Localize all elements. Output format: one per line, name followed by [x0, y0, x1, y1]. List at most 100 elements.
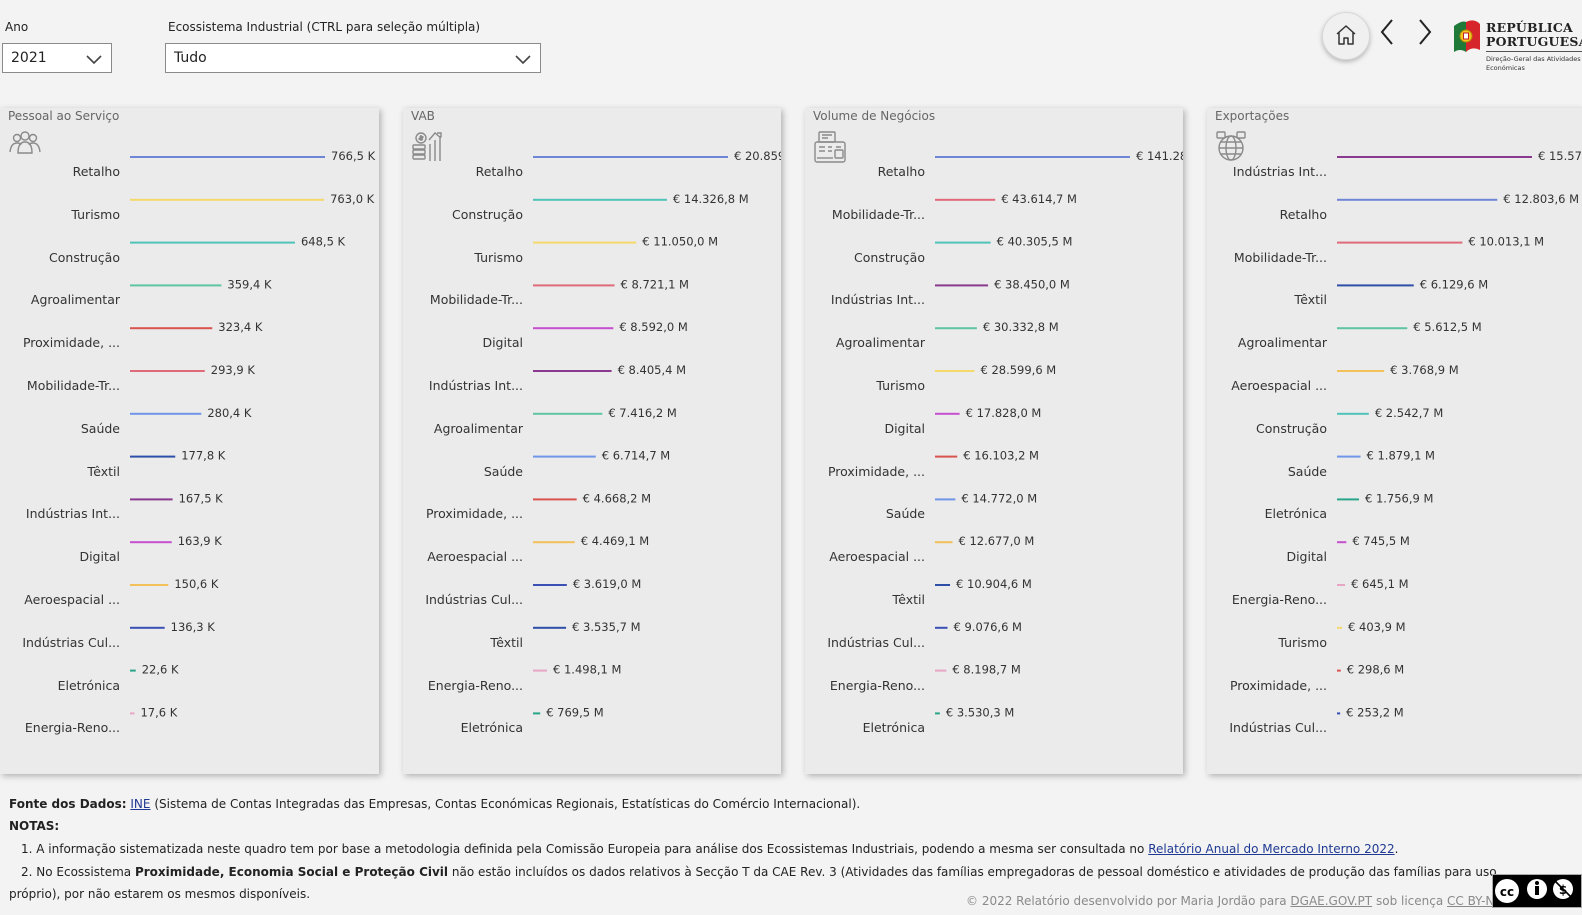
bar[interactable] — [130, 370, 205, 372]
dgae-link[interactable]: DGAE.GOV.PT — [1290, 894, 1373, 908]
bar[interactable] — [935, 241, 991, 244]
bar[interactable] — [1337, 241, 1463, 244]
bar[interactable] — [935, 498, 956, 501]
relatorio-link[interactable]: Relatório Anual do Mercado Interno 2022 — [1148, 842, 1395, 856]
bar[interactable] — [1337, 669, 1341, 672]
bar[interactable] — [130, 156, 325, 158]
ecosystem-select[interactable]: Tudo — [165, 43, 541, 73]
row-label: Indústrias Int... — [830, 292, 925, 308]
data-label: 323,4 K — [218, 320, 263, 334]
bar[interactable] — [935, 669, 947, 672]
panel-title: Exportações — [1215, 109, 1290, 123]
row-label: Aeroespacial ... — [1231, 378, 1327, 393]
bar[interactable] — [1337, 327, 1408, 330]
data-label: € 8.721,1 M — [621, 277, 689, 291]
bar[interactable] — [1337, 412, 1369, 415]
bar[interactable] — [935, 541, 953, 544]
panel-exportacoes: Exportações Indústrias Int... Retalho Mobi… — [1207, 108, 1582, 774]
row-label: Eletrónica — [57, 677, 120, 693]
panel-volume-de-negocios: Volume de Negócios Retalho Mobilidade-Tr.… — [805, 108, 1183, 774]
bar[interactable] — [130, 541, 172, 544]
bar[interactable] — [130, 284, 222, 287]
bar[interactable] — [533, 370, 612, 372]
bar[interactable] — [935, 370, 975, 372]
bar[interactable] — [935, 584, 951, 586]
bar[interactable] — [935, 626, 948, 629]
bar[interactable] — [533, 498, 577, 501]
row-label: Proximidade, ... — [22, 335, 120, 351]
data-label: € 16.103,2 M — [963, 449, 1039, 463]
bar[interactable] — [935, 455, 958, 458]
bar[interactable] — [1337, 198, 1498, 201]
bar[interactable] — [935, 156, 1130, 158]
row-label: Eletrónica — [1264, 506, 1327, 522]
data-label: € 40.305,5 M — [997, 235, 1073, 249]
forward-button[interactable] — [1416, 18, 1434, 46]
bar[interactable] — [935, 712, 940, 715]
bar[interactable] — [130, 198, 325, 201]
bar[interactable] — [130, 712, 135, 715]
year-select-value: 2021 — [11, 50, 47, 66]
bar[interactable] — [1337, 584, 1346, 586]
data-label: € 8.405,4 M — [618, 363, 686, 377]
row-label: Têxtil — [490, 634, 523, 650]
data-label: 280,4 K — [207, 406, 252, 420]
ine-link[interactable]: INE — [130, 797, 151, 811]
bar[interactable] — [1337, 498, 1359, 501]
bar[interactable] — [935, 198, 996, 201]
bar[interactable] — [130, 498, 173, 501]
bar[interactable] — [1337, 626, 1343, 629]
bar[interactable] — [935, 327, 977, 330]
bar[interactable] — [533, 669, 548, 672]
bar[interactable] — [533, 541, 575, 544]
row-label: Proximidade, ... — [1229, 677, 1327, 693]
bar[interactable] — [1337, 712, 1341, 715]
bar[interactable] — [1337, 284, 1414, 287]
row-label: Energia-Reno... — [829, 677, 925, 693]
data-label: 648,5 K — [301, 235, 346, 249]
bar[interactable] — [130, 455, 176, 458]
bar[interactable] — [130, 327, 213, 330]
data-label: 22,6 K — [142, 663, 179, 677]
bar[interactable] — [533, 455, 596, 458]
back-button[interactable] — [1378, 18, 1396, 46]
bar[interactable] — [533, 412, 603, 415]
bar[interactable] — [533, 327, 614, 330]
bar[interactable] — [1337, 156, 1532, 158]
cc-by-nc-badge: cc $ — [1492, 874, 1582, 908]
bar[interactable] — [533, 626, 567, 629]
bar[interactable] — [130, 412, 202, 415]
bar[interactable] — [533, 198, 667, 201]
data-label: € 12.803,6 M — [1503, 192, 1579, 206]
panel-vab: VAB Retalho Construção Turismo Mobilidade-T… — [403, 108, 781, 774]
row-label: Agroalimentar — [30, 292, 120, 308]
data-label: € 1.879,1 M — [1367, 449, 1435, 463]
bar[interactable] — [935, 412, 960, 415]
svg-text:cc: cc — [1500, 885, 1514, 899]
year-select[interactable]: 2021 — [2, 43, 112, 73]
label-column: Indústrias Int... Retalho Mobilidade-Tr...… — [1207, 108, 1327, 774]
bar[interactable] — [130, 626, 165, 629]
bar[interactable] — [1337, 541, 1347, 544]
note-2: 2. No Ecossistema Proximidade, Economia … — [21, 865, 1497, 879]
data-label: € 1.756,9 M — [1365, 491, 1433, 505]
bar[interactable] — [533, 712, 541, 715]
bar[interactable] — [130, 584, 169, 586]
bar[interactable] — [533, 584, 567, 586]
home-button[interactable] — [1322, 12, 1370, 60]
row-label: Turismo — [71, 206, 120, 222]
bar[interactable] — [935, 284, 989, 287]
bar[interactable] — [1337, 455, 1361, 458]
bar[interactable] — [130, 669, 136, 672]
bar[interactable] — [1337, 370, 1385, 372]
row-label: Agroalimentar — [1237, 335, 1327, 351]
data-label: € 3.768,9 M — [1390, 363, 1458, 377]
bar[interactable] — [533, 241, 637, 244]
bar[interactable] — [533, 156, 728, 158]
bar-chart: € 20.859,2 M € 14.326,8 M € 11.050,0 M € 8.… — [533, 149, 781, 719]
bar[interactable] — [130, 241, 295, 244]
note1-text: 1. A informação sistematizada neste quad… — [21, 842, 1145, 856]
panel-pessoal-ao-servico: Pessoal ao Serviço Retalho Turismo Constru… — [0, 108, 379, 774]
bar[interactable] — [533, 284, 615, 287]
row-label: Aeroespacial ... — [829, 549, 925, 565]
